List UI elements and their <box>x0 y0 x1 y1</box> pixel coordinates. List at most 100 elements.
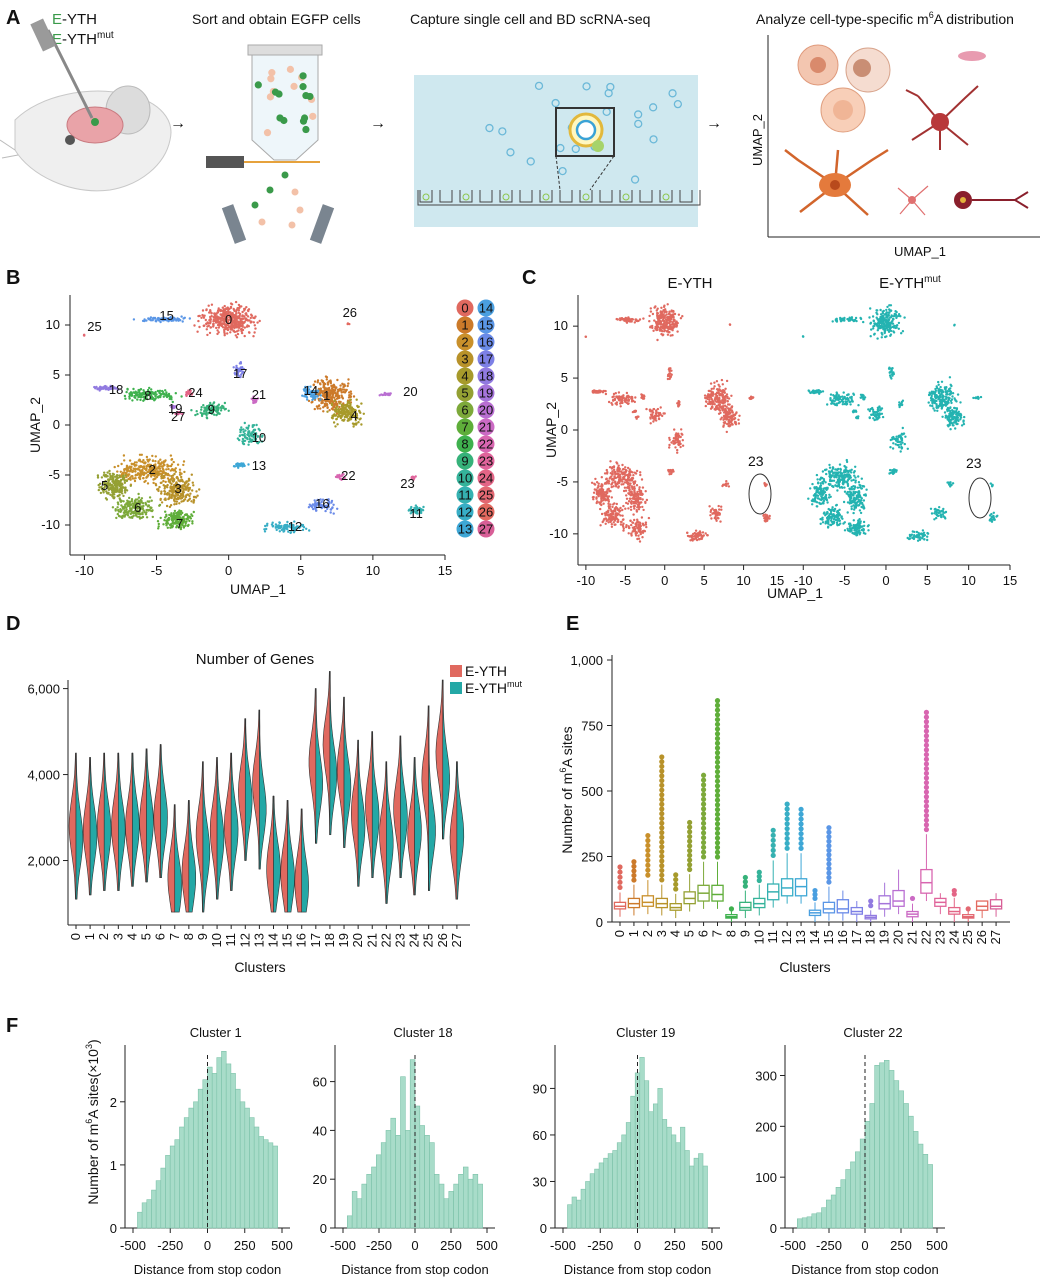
umap-point <box>154 394 157 398</box>
umap-point <box>594 391 597 394</box>
umap-point <box>143 318 146 321</box>
umap-point <box>637 495 640 498</box>
umap-point <box>239 430 242 434</box>
umap-point <box>192 501 195 504</box>
umap-point <box>149 506 153 509</box>
umap-point <box>727 419 730 422</box>
umap-point <box>284 527 287 530</box>
umap-point <box>136 498 139 501</box>
umap-point <box>205 409 208 412</box>
umap-point <box>157 460 160 463</box>
umap-point <box>158 389 162 392</box>
umap-point <box>344 407 347 410</box>
umap-point <box>333 402 337 405</box>
umap-point <box>216 332 219 336</box>
umap-point <box>727 485 731 488</box>
umap-point <box>641 498 644 501</box>
umap-point <box>633 481 636 485</box>
umap-point <box>656 307 659 310</box>
umap-point <box>655 414 659 418</box>
umap-point <box>184 486 188 490</box>
umap-point <box>659 321 663 324</box>
umap-point <box>625 391 629 395</box>
umap-point <box>133 502 136 505</box>
umap-point <box>188 494 191 498</box>
umap-point <box>650 410 653 413</box>
umap-point <box>314 390 317 393</box>
umap-point <box>675 324 679 327</box>
umap-point <box>161 390 164 393</box>
umap-point <box>213 413 216 416</box>
umap-point <box>949 387 952 390</box>
umap-point <box>622 518 625 521</box>
umap-point <box>659 326 662 330</box>
umap-point <box>714 397 717 401</box>
umap-point <box>247 331 251 334</box>
umap-point <box>229 331 232 334</box>
umap-point <box>274 525 278 529</box>
umap-point <box>200 316 203 319</box>
umap-point <box>210 410 214 413</box>
umap-point <box>706 402 710 405</box>
umap-point <box>649 422 652 425</box>
umap-point <box>145 394 148 397</box>
legend-label: 0 <box>461 301 468 316</box>
umap-point <box>714 406 718 409</box>
umap-point <box>216 319 219 323</box>
umap-point <box>199 411 202 414</box>
umap-point <box>631 477 635 480</box>
legend-label: 7 <box>461 420 468 435</box>
umap-point <box>944 395 947 398</box>
umap-point <box>159 469 162 473</box>
umap-point <box>176 482 179 485</box>
umap-point <box>307 399 311 403</box>
umap-point <box>252 321 255 324</box>
umap-point <box>869 307 872 310</box>
umap-point <box>938 404 942 407</box>
bead-dot <box>630 175 640 184</box>
umap-point <box>311 506 314 509</box>
umap-point <box>179 527 183 531</box>
umap-point <box>215 413 218 417</box>
umap-point <box>634 522 637 526</box>
umap-point <box>183 470 186 474</box>
umap-point <box>118 484 121 488</box>
umap-point <box>192 499 196 502</box>
umap-point <box>937 383 940 386</box>
umap-point <box>247 463 250 466</box>
y-tick-label: 10 <box>554 318 568 333</box>
umap-point <box>206 404 209 408</box>
umap-point <box>637 508 641 511</box>
umap-point <box>359 417 362 420</box>
umap-point <box>242 430 245 434</box>
umap-point <box>668 446 671 449</box>
umap-point <box>191 481 194 484</box>
umap-point <box>332 405 336 409</box>
umap-point <box>693 531 696 535</box>
umap-point <box>621 478 624 481</box>
umap-point <box>200 408 203 411</box>
umap-point <box>170 514 173 518</box>
y-tick-label: -5 <box>556 474 568 489</box>
umap-point <box>324 388 327 391</box>
umap-point <box>631 521 635 524</box>
umap-point <box>137 502 141 505</box>
umap-point <box>871 315 875 318</box>
umap-point <box>737 422 741 425</box>
umap-point <box>706 534 709 537</box>
umap-point <box>162 523 165 526</box>
umap-point <box>146 392 149 395</box>
microwell <box>559 190 573 203</box>
umap-point <box>181 511 184 515</box>
umap-point <box>169 486 173 490</box>
umap-point <box>162 462 165 465</box>
umap-point <box>651 324 654 328</box>
umap-point <box>901 330 905 333</box>
umap-point <box>108 472 112 475</box>
umap-point <box>938 388 941 392</box>
umap-point <box>627 398 631 401</box>
umap-point <box>635 484 639 487</box>
umap-point <box>154 460 157 463</box>
umap-point <box>236 437 240 440</box>
legend-label: 13 <box>458 522 472 537</box>
